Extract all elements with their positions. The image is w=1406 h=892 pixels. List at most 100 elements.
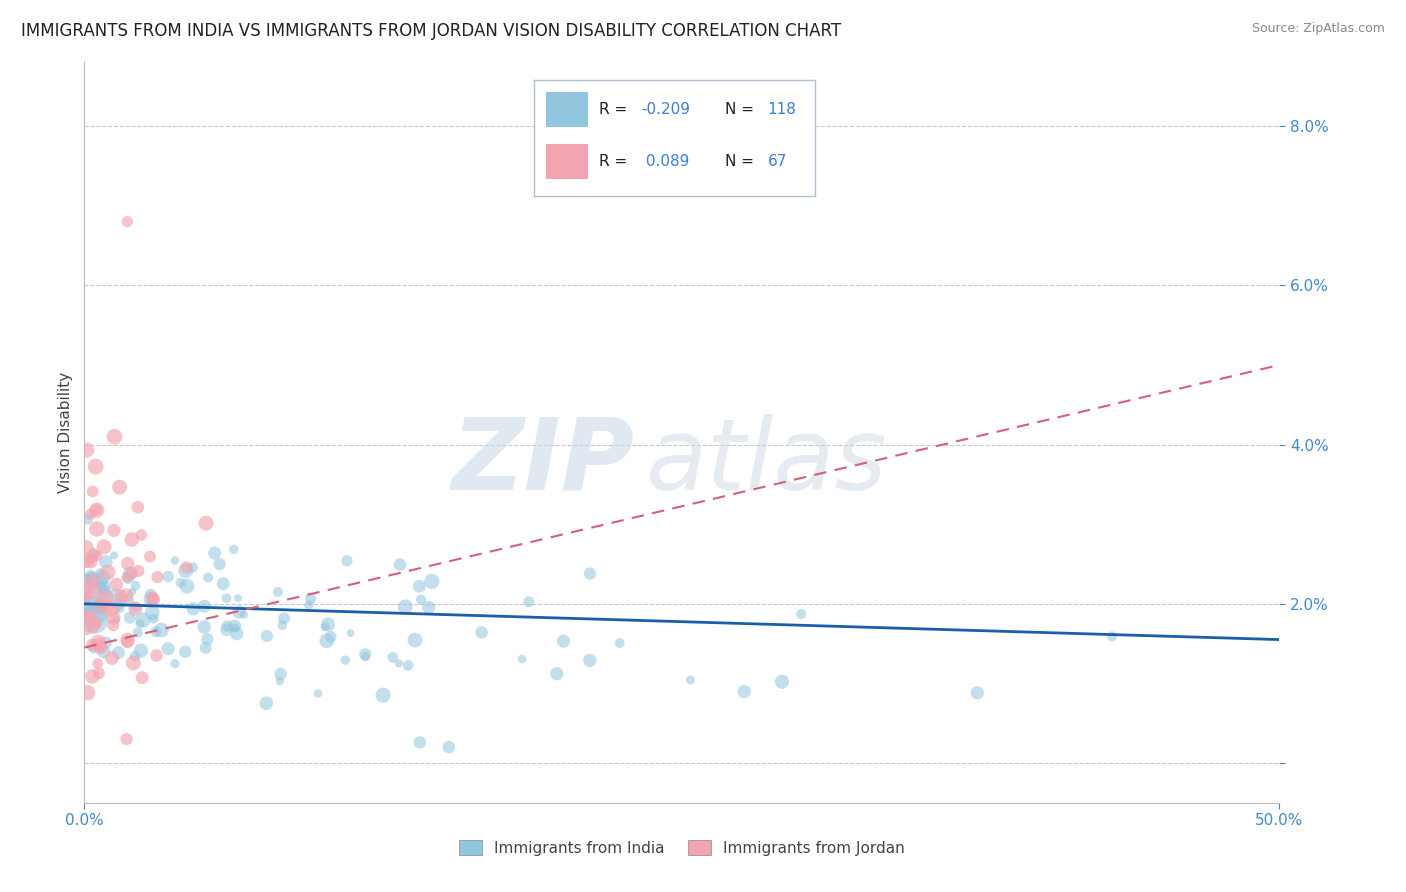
Point [169,575,191,590]
Point [354,649,377,664]
Point [319,630,342,644]
Point [107,646,129,660]
Point [790,607,813,621]
Point [228,605,250,619]
Point [76,609,98,624]
Point [94,555,117,569]
Point [204,546,226,560]
Point [82,572,104,586]
Point [86,502,108,516]
Point [124,599,146,614]
Point [471,625,494,640]
Point [579,566,602,581]
Point [267,585,290,599]
Point [86,549,108,563]
Point [314,620,336,634]
Point [139,592,162,607]
Point [108,480,131,494]
Point [93,645,115,659]
Point [307,687,329,701]
Text: atlas: atlas [647,414,887,511]
Point [83,613,105,627]
Point [117,635,139,649]
Point [553,634,575,648]
Point [83,547,105,561]
Point [208,557,231,571]
Point [256,629,278,643]
Point [117,557,139,571]
Point [388,657,411,671]
Text: N =: N = [725,154,759,169]
Text: R =: R = [599,102,633,117]
Point [117,632,139,647]
Point [121,566,143,580]
Point [271,618,294,632]
Point [404,633,426,648]
Point [142,592,165,607]
Point [409,592,432,607]
Point [89,598,111,612]
Point [124,601,146,615]
Point [224,619,246,633]
Point [127,500,149,515]
Point [103,610,125,624]
Point [578,653,600,667]
Point [89,640,111,655]
Point [316,617,339,632]
Point [76,553,98,567]
Point [408,579,430,593]
Point [127,564,149,578]
Point [217,619,239,633]
Point [103,524,125,538]
Text: N =: N = [725,102,759,117]
Point [117,593,139,607]
Point [174,563,197,577]
Point [89,575,111,590]
Point [298,598,321,612]
Point [83,640,105,655]
Point [83,548,105,562]
Point [80,554,103,568]
Point [111,590,134,604]
Point [82,669,104,683]
Point [157,641,180,656]
Point [510,652,533,666]
Point [76,579,98,593]
Point [76,623,98,637]
Point [103,618,125,632]
Point [269,674,291,689]
Point [89,566,111,581]
Point [115,732,138,747]
Point [215,623,238,637]
Point [101,651,124,665]
Point [115,588,138,602]
Point [354,647,377,661]
Point [82,484,104,499]
Point [197,570,219,584]
Legend: Immigrants from India, Immigrants from Jordan: Immigrants from India, Immigrants from J… [453,834,911,862]
Point [89,599,111,614]
Point [82,619,104,633]
FancyBboxPatch shape [546,92,588,127]
Point [97,566,120,580]
Point [194,640,217,655]
Point [197,632,219,646]
Point [82,574,104,588]
Point [315,633,337,648]
Point [142,612,165,626]
Y-axis label: Vision Disability: Vision Disability [58,372,73,493]
Text: 67: 67 [768,154,787,169]
Point [121,533,143,547]
Point [181,560,204,574]
Point [129,528,152,542]
Point [100,602,122,616]
Point [117,571,139,585]
Point [76,686,98,700]
Point [131,671,153,685]
Point [139,549,162,564]
Point [124,579,146,593]
Point [80,551,103,566]
FancyBboxPatch shape [546,144,588,178]
Point [270,667,292,681]
Point [157,569,180,583]
